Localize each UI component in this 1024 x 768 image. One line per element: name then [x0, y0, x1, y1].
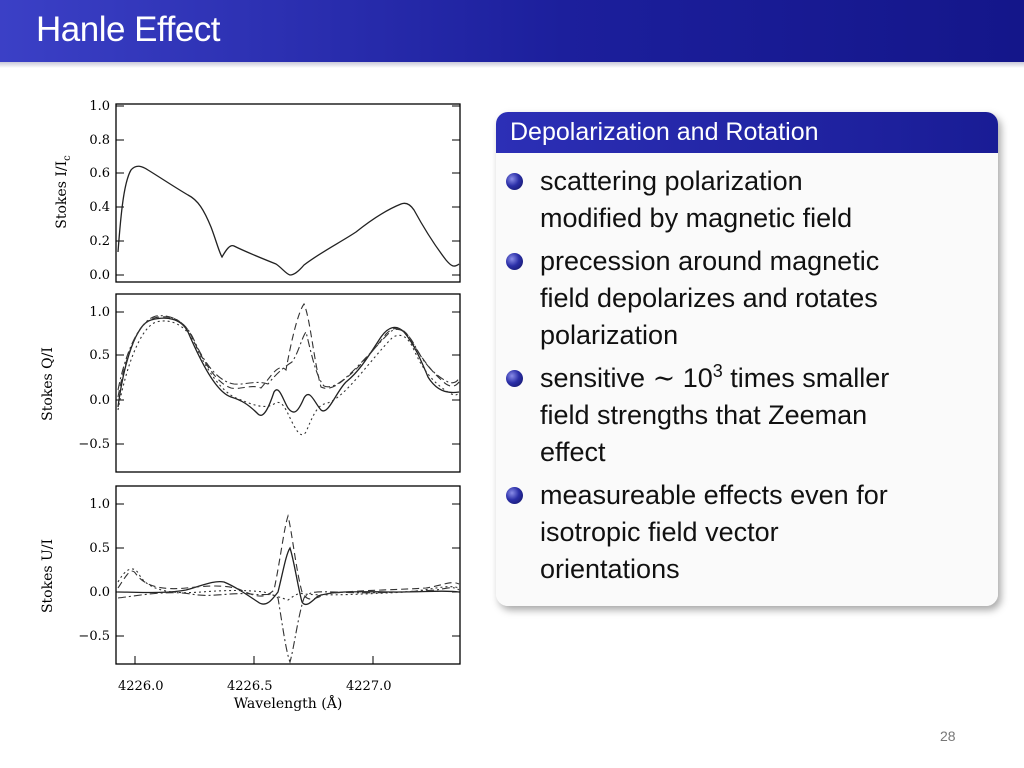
panel-q-ytick: −0.5 — [78, 437, 110, 452]
stokes-u-curve-dotted — [117, 568, 460, 601]
panel-q-ytick: 0.0 — [89, 393, 110, 408]
panel-u-ytick: 0.5 — [89, 541, 110, 556]
panel-u-ylabel: Stokes U/I — [40, 539, 56, 613]
stokes-u-curve-dashed — [117, 514, 460, 600]
bullet-item: sensitive ∼ 103 times smaller field stre… — [506, 360, 986, 471]
panel-q-ylabel: Stokes Q/I — [40, 347, 56, 421]
bullet-item: scattering polarization modified by magn… — [506, 163, 986, 237]
bullet-icon — [506, 487, 523, 504]
stokes-q-curve-dashdot — [117, 315, 460, 391]
stokes-i-curve — [117, 165, 460, 276]
panel-i-ytick: 1.0 — [89, 99, 110, 114]
stokes-profiles-plot: 1.0 0.8 0.6 0.4 0.2 0.0 Stokes I/Ic 1.0 … — [40, 99, 461, 712]
bullet-icon — [506, 370, 523, 387]
title-bar: Hanle Effect — [0, 0, 1024, 68]
panel-i-ylabel: Stokes I/Ic — [54, 155, 73, 229]
xtick-label: 4226.5 — [227, 679, 273, 694]
panel-i-ytick: 0.2 — [89, 234, 110, 249]
bullet-item: precession around magnetic field depolar… — [506, 243, 986, 354]
panel-u-ytick: 0.0 — [89, 585, 110, 600]
x-axis-label: Wavelength (Å) — [234, 694, 343, 712]
panel-q-ytick: 0.5 — [89, 348, 110, 363]
page-number: 28 — [940, 728, 956, 744]
panel-q-ytick: 1.0 — [89, 305, 110, 320]
panel-i-ytick: 0.4 — [89, 200, 110, 215]
xtick-label: 4227.0 — [346, 679, 392, 694]
panel-u-ytick: 1.0 — [89, 497, 110, 512]
panel-i-ytick: 0.8 — [89, 133, 110, 148]
sim-symbol: ∼ — [652, 363, 676, 394]
panel-i-ytick: 0.6 — [89, 166, 110, 181]
stokes-figure: 1.0 0.8 0.6 0.4 0.2 0.0 Stokes I/Ic 1.0 … — [36, 92, 470, 720]
block-heading: Depolarization and Rotation — [496, 112, 998, 153]
bullet-list: scattering polarization modified by magn… — [506, 163, 986, 588]
panel-u-ytick: −0.5 — [78, 629, 110, 644]
xtick-label: 4226.0 — [118, 679, 164, 694]
bullet-item: measureable effects even for isotropic f… — [506, 477, 986, 588]
bullet-icon — [506, 253, 523, 270]
panel-u-frame — [115, 485, 461, 665]
stokes-q-curve-solid — [117, 317, 460, 416]
stokes-u-curve-solid — [117, 546, 460, 606]
block-body: scattering polarization modified by magn… — [496, 153, 998, 606]
slide-title: Hanle Effect — [36, 10, 221, 49]
depolarization-block: Depolarization and Rotation scattering p… — [496, 112, 998, 606]
panel-i-frame — [115, 103, 461, 283]
stokes-u-curve-dashdot — [117, 587, 460, 664]
bullet-icon — [506, 173, 523, 190]
stokes-q-curve-dotted — [117, 320, 460, 436]
panel-i-ytick: 0.0 — [89, 268, 110, 283]
panel-q-frame — [115, 293, 461, 473]
